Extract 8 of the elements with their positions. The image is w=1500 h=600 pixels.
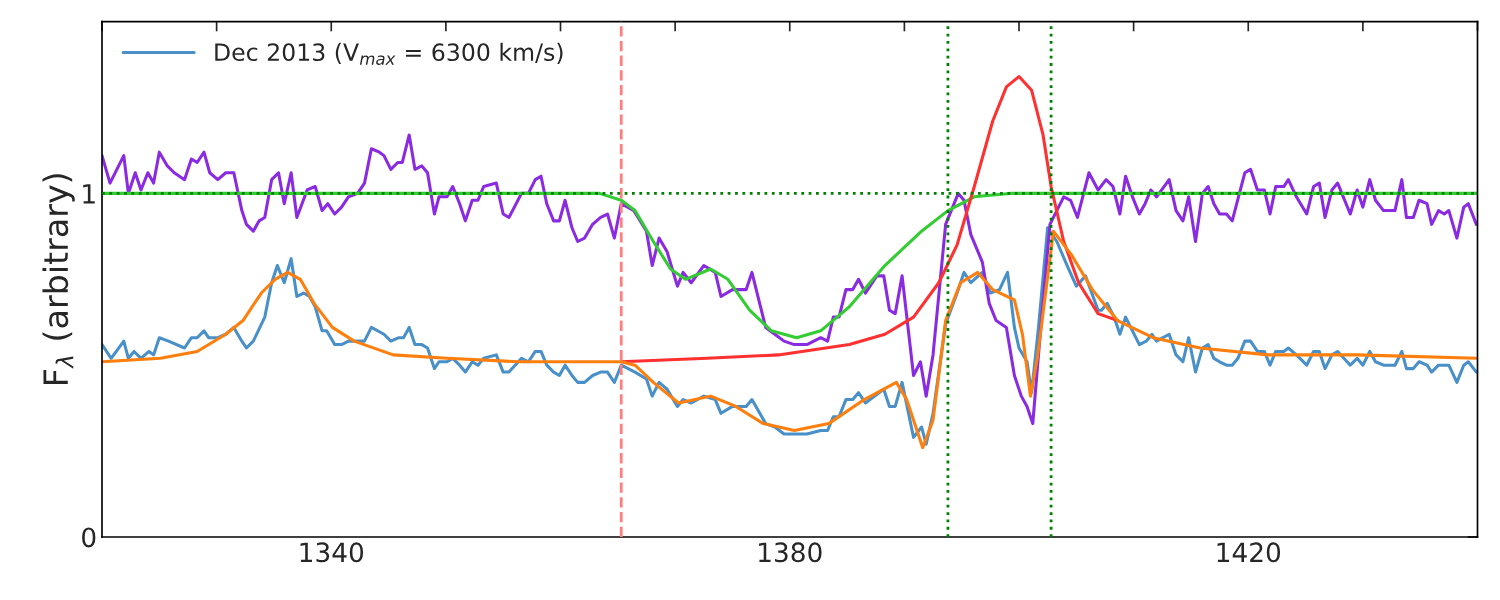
x-tick-label: 1340: [300, 542, 364, 563]
x-tick-label: 1420: [1217, 542, 1281, 563]
x-tick-label: 1380: [759, 542, 822, 563]
y-tick-label: 0: [82, 527, 96, 548]
legend-label: Dec 2013 (V$_{max}$ = 6300 km/s): [215, 42, 563, 65]
y-axis-title: F$_{λ}$ (arbitrary): [42, 174, 75, 385]
y-tick-label: 1: [83, 184, 95, 204]
line-series: [102, 133, 1478, 426]
